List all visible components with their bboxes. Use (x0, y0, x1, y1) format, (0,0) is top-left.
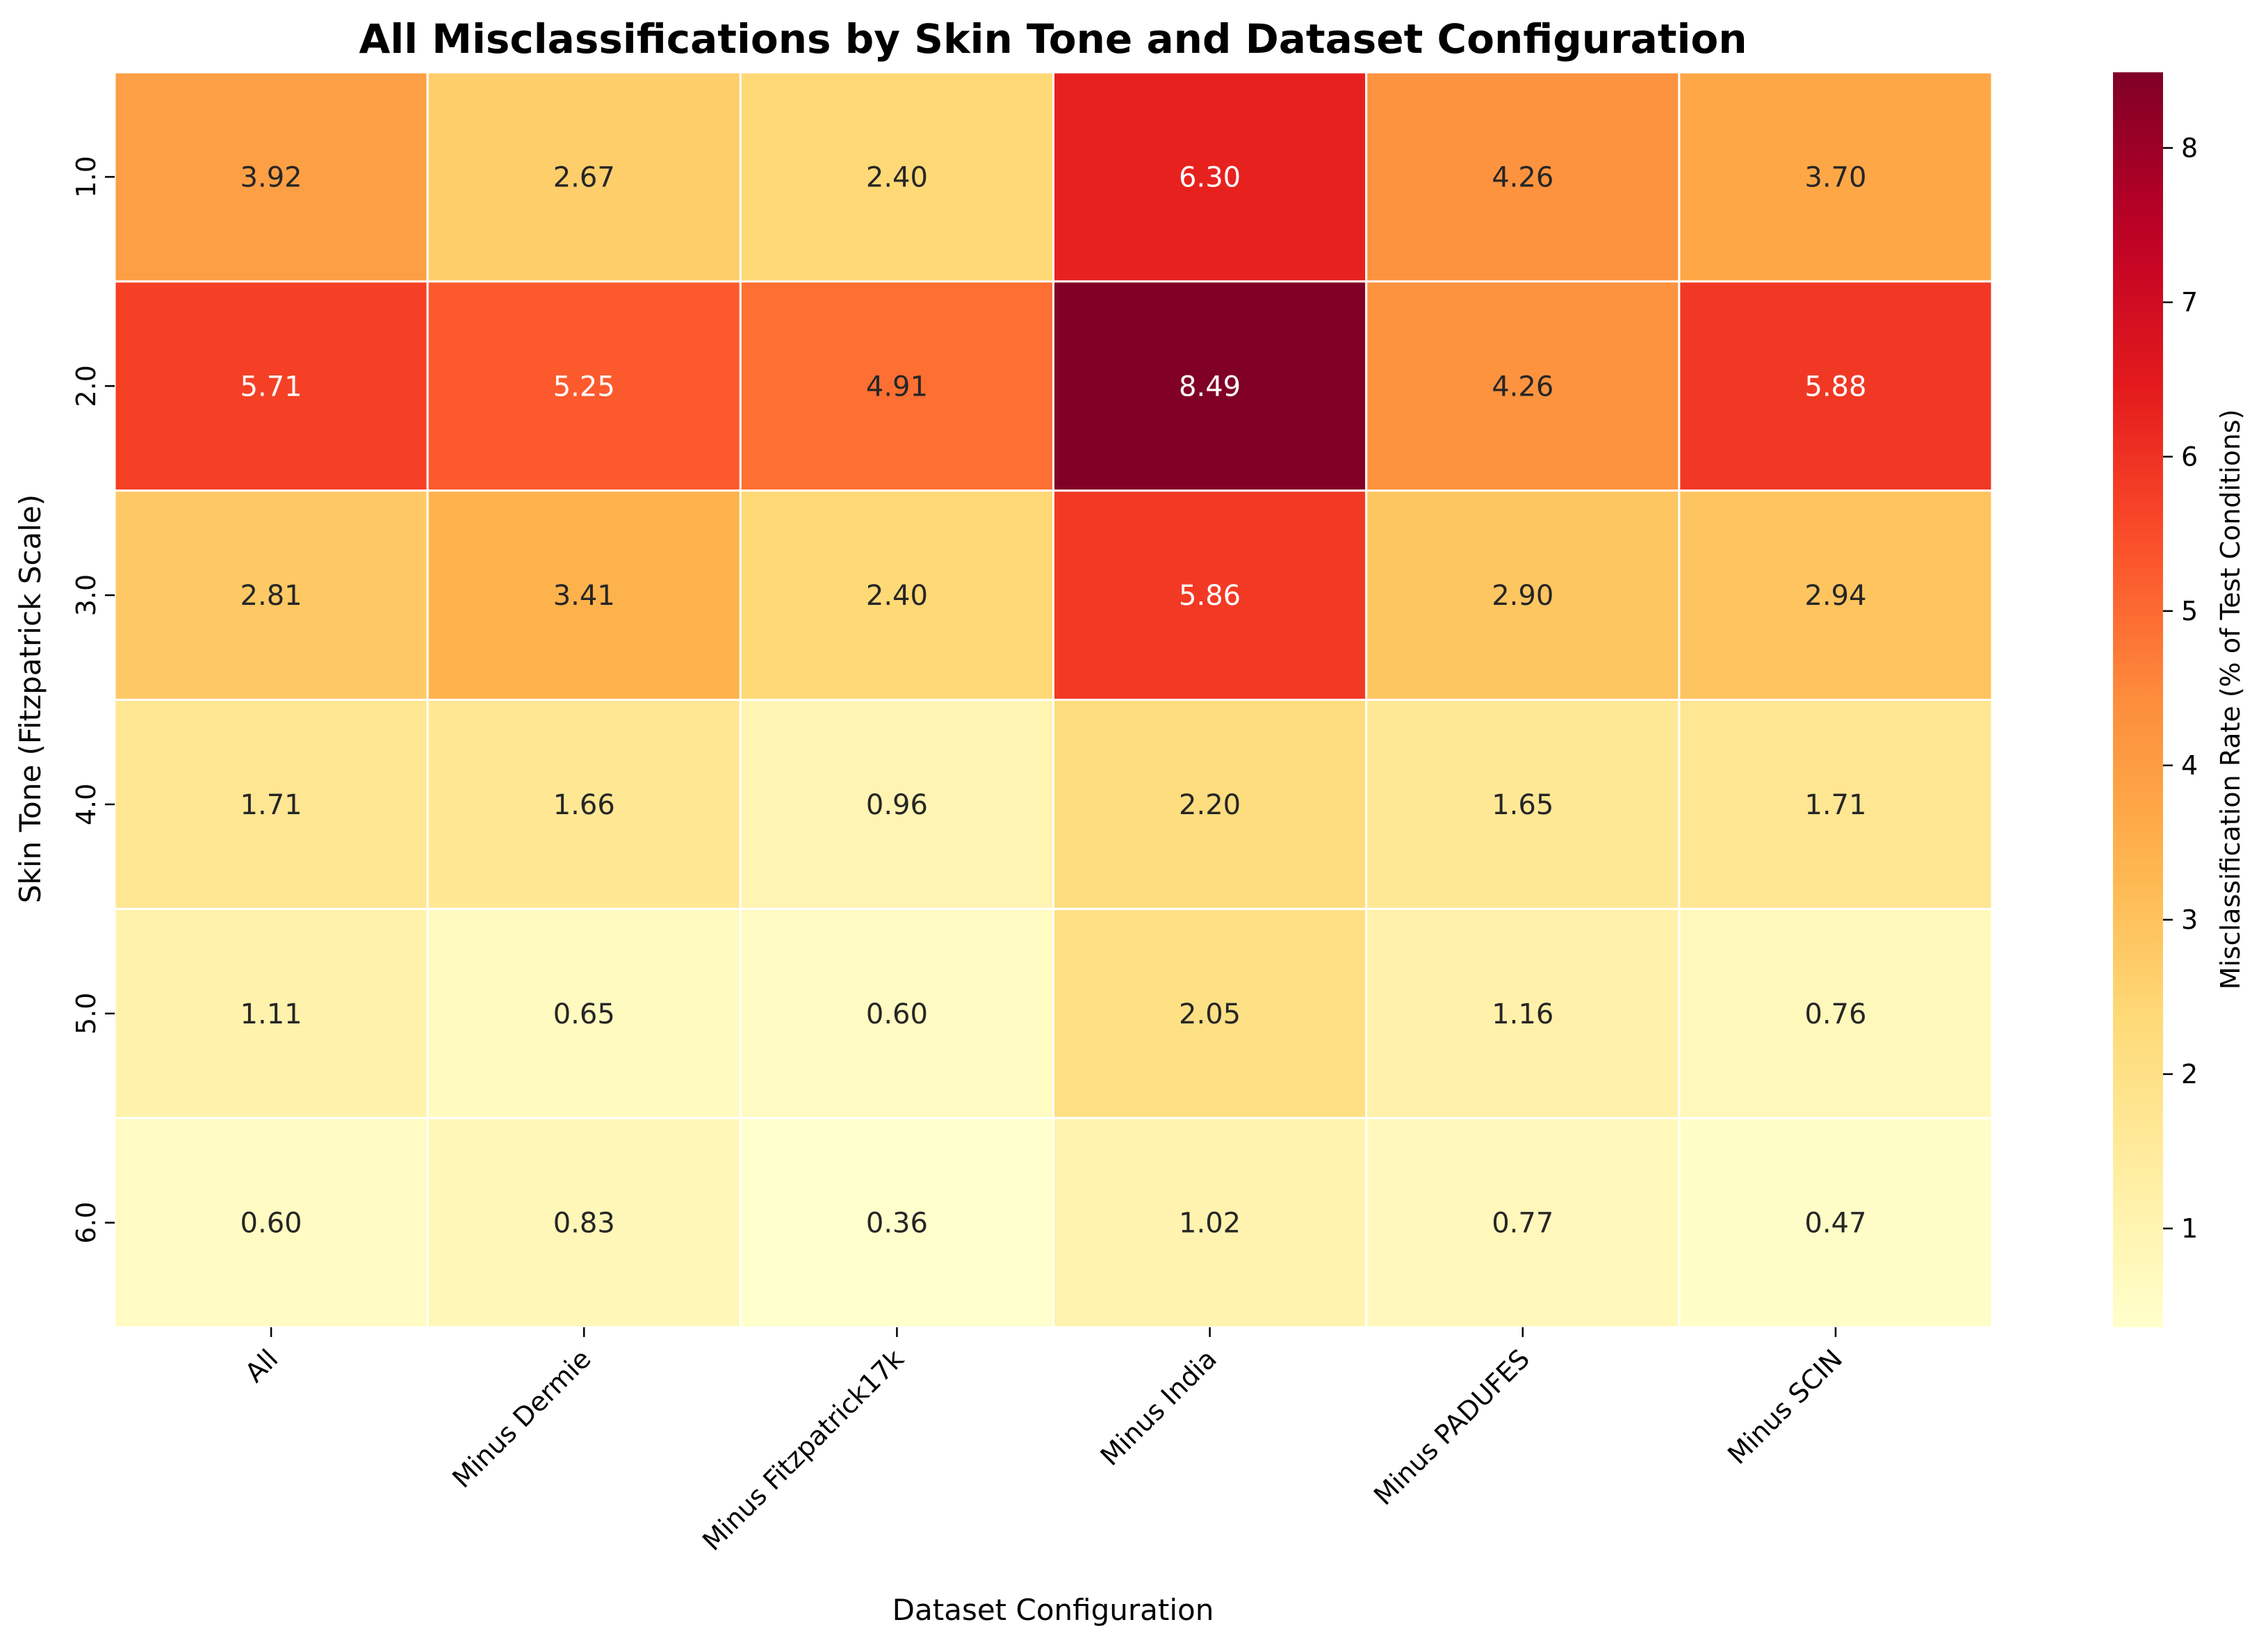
y-tick-label: 5.0 (71, 993, 101, 1035)
cell-value-label: 3.70 (1804, 161, 1866, 193)
chart-title: All Misclassifications by Skin Tone and … (359, 15, 1747, 63)
heatmap-cell (1052, 699, 1368, 910)
heatmap-cell-labels: 3.92 2.67 2.40 6.30 4.26 3.70 5.71 5.25 4.91 8.49… (240, 161, 1867, 1239)
cell-value-label: 5.25 (553, 371, 615, 403)
heatmap-cell (1678, 489, 1993, 702)
cell-value-label: 1.71 (1804, 789, 1866, 821)
cell-value-label: 3.92 (240, 161, 302, 193)
heatmap-cell (1365, 907, 1681, 1119)
cell-value-label: 2.94 (1804, 580, 1866, 612)
x-axis: All Minus Dermie Minus Fitzpatrick17k Minus… (239, 1327, 1848, 1557)
cell-value-label: 2.40 (866, 580, 928, 612)
colorbar-gradient (2113, 72, 2163, 1327)
heatmap-cell (1365, 71, 1681, 283)
y-axis-label: Skin Tone (Fitzpatrick Scale) (13, 494, 47, 903)
x-axis-label: Dataset Configuration (892, 1593, 1214, 1627)
heatmap-cell (1365, 1117, 1681, 1329)
heatmap-cell (739, 907, 1055, 1119)
cell-value-label: 0.60 (240, 1208, 302, 1240)
heatmap-cell (113, 489, 429, 702)
heatmap-cell (113, 907, 429, 1119)
heatmap-cell (1365, 699, 1681, 910)
cell-value-label: 0.83 (553, 1208, 615, 1240)
cell-value-label: 3.41 (553, 580, 615, 612)
cell-value-label: 2.20 (1179, 789, 1241, 821)
cell-value-label: 1.16 (1492, 998, 1553, 1030)
cell-value-label: 4.26 (1492, 161, 1553, 193)
x-tick-label: All (239, 1343, 284, 1388)
cell-value-label: 0.77 (1492, 1208, 1553, 1240)
cell-value-label: 5.71 (240, 371, 302, 403)
cell-value-label: 0.96 (866, 789, 928, 821)
y-tick-label: 6.0 (71, 1201, 101, 1243)
cell-value-label: 1.11 (240, 998, 302, 1030)
colorbar-tick-label: 3 (2181, 905, 2198, 935)
colorbar-ticks: 1 2 3 4 5 6 7 8 (2163, 133, 2198, 1244)
heatmap-cell (1678, 280, 1993, 492)
cell-value-label: 8.49 (1179, 371, 1241, 403)
cell-value-label: 5.86 (1179, 580, 1241, 612)
heatmap-cell (426, 280, 742, 492)
x-tick-label: Minus Fitzpatrick17k (696, 1343, 910, 1557)
heatmap-cell (1678, 1117, 1993, 1329)
cell-value-label: 4.91 (866, 371, 928, 403)
heatmap-cell (1678, 907, 1993, 1119)
cell-value-label: 5.88 (1804, 371, 1866, 403)
cell-value-label: 4.26 (1492, 371, 1553, 403)
cell-value-label: 2.05 (1179, 998, 1241, 1030)
cell-value-label: 2.40 (866, 161, 928, 193)
y-axis: 1.0 2.0 3.0 4.0 5.0 6.0 (71, 156, 115, 1244)
heatmap-cell (113, 1117, 429, 1329)
y-tick-label: 1.0 (71, 156, 101, 197)
heatmap-cell (113, 71, 429, 283)
y-tick-label: 3.0 (71, 574, 101, 616)
x-tick-label: Minus PADUFES (1368, 1343, 1535, 1511)
colorbar-label: Misclassification Rate (% of Test Condit… (2215, 410, 2246, 990)
cell-value-label: 6.30 (1179, 161, 1241, 193)
cell-value-label: 0.47 (1804, 1208, 1866, 1240)
heatmap-cell (1678, 71, 1993, 283)
heatmap-cell (1678, 699, 1993, 910)
cell-value-label: 0.36 (866, 1208, 928, 1240)
colorbar-tick-label: 7 (2181, 287, 2198, 318)
heatmap-cell (1365, 489, 1681, 702)
cell-value-label: 2.81 (240, 580, 302, 612)
colorbar-tick-label: 4 (2181, 750, 2198, 781)
heatmap-cell (426, 699, 742, 910)
cell-value-label: 0.65 (553, 998, 615, 1030)
heatmap-cell (113, 699, 429, 910)
y-tick-label: 2.0 (71, 365, 101, 407)
cell-value-label: 1.65 (1492, 789, 1553, 821)
heatmap-cell (426, 71, 742, 283)
cell-value-label: 1.66 (553, 789, 615, 821)
y-tick-label: 4.0 (71, 784, 101, 825)
colorbar: 1 2 3 4 5 6 7 8 Misclassification Rate (% of Te… (2113, 72, 2246, 1327)
heatmap-cell (739, 699, 1055, 910)
colorbar-tick-label: 2 (2181, 1059, 2198, 1089)
heatmap-cells (113, 71, 1993, 1329)
cell-value-label: 0.76 (1804, 998, 1866, 1030)
heatmap-cell (1052, 907, 1368, 1119)
heatmap-cell (739, 71, 1055, 283)
cell-value-label: 2.90 (1492, 580, 1553, 612)
colorbar-tick-label: 6 (2181, 441, 2198, 472)
cell-value-label: 0.60 (866, 998, 928, 1030)
heatmap-cell (1052, 280, 1368, 492)
heatmap-cell (739, 489, 1055, 702)
colorbar-tick-label: 5 (2181, 596, 2198, 626)
cell-value-label: 1.71 (240, 789, 302, 821)
cell-value-label: 1.02 (1179, 1208, 1241, 1240)
heatmap-cell (426, 489, 742, 702)
heatmap-cell (1052, 489, 1368, 702)
x-tick-label: Minus India (1095, 1343, 1223, 1471)
cell-value-label: 2.67 (553, 161, 615, 193)
colorbar-tick-label: 1 (2181, 1213, 2198, 1244)
x-tick-label: Minus Dermie (446, 1343, 596, 1493)
heatmap-cell (1052, 71, 1368, 283)
colorbar-tick-label: 8 (2181, 133, 2198, 163)
x-tick-label: Minus SCIN (1722, 1343, 1848, 1470)
